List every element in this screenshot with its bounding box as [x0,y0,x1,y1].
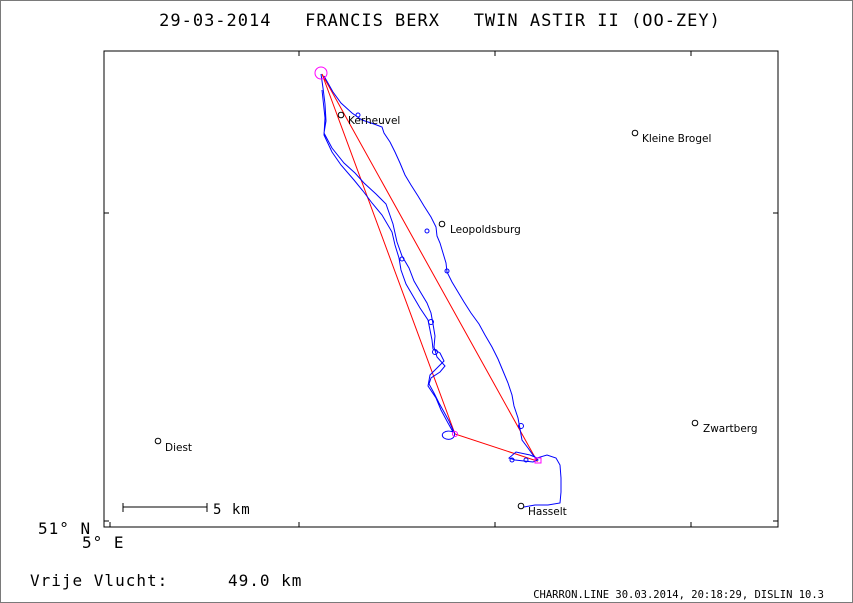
map-title: 29-03-2014 FRANCIS BERX TWIN ASTIR II (O… [159,11,721,31]
task-lines [321,73,539,462]
distance-label: Vrije Vlucht: [30,571,168,590]
place-marker-icon [691,419,699,427]
place-zwartberg: Zwartberg [691,419,758,435]
place-diest: Diest [154,437,192,454]
map-frame [103,50,779,528]
place-marker-icon [154,437,162,445]
place-marker-icon [438,220,446,228]
place-label: Kleine Brogel [642,133,711,145]
place-kleine-brogel: Kleine Brogel [631,129,711,145]
place-hasselt: Hasselt [517,502,567,518]
scale-bar [122,503,208,512]
flight-track [320,73,562,508]
place-leopoldsburg: Leopoldsburg [438,220,521,236]
place-label: Diest [165,442,192,454]
scale-bar-label: 5 km [213,502,251,518]
place-marker-icon [631,129,639,137]
place-kerheuvel: Kerheuvel [337,111,400,127]
footer-info: CHARRON.LINE 30.03.2014, 20:18:29, DISLI… [533,589,824,601]
start-marker [314,66,328,80]
place-label: Hasselt [528,506,567,518]
place-marker-icon [517,502,525,510]
corner-longitude: 5° E [82,533,125,552]
place-label: Kerheuvel [348,115,400,127]
thermal-loops [355,112,529,463]
place-label: Zwartberg [703,423,758,435]
frame-ticks [104,51,778,527]
distance-value: 49.0 km [228,571,302,590]
corner-latitude: 51° N [38,519,91,538]
place-label: Leopoldsburg [450,224,521,236]
turnpoint-marker-2 [452,431,458,437]
place-marker-icon [337,111,345,119]
turnpoint-marker [534,457,542,464]
